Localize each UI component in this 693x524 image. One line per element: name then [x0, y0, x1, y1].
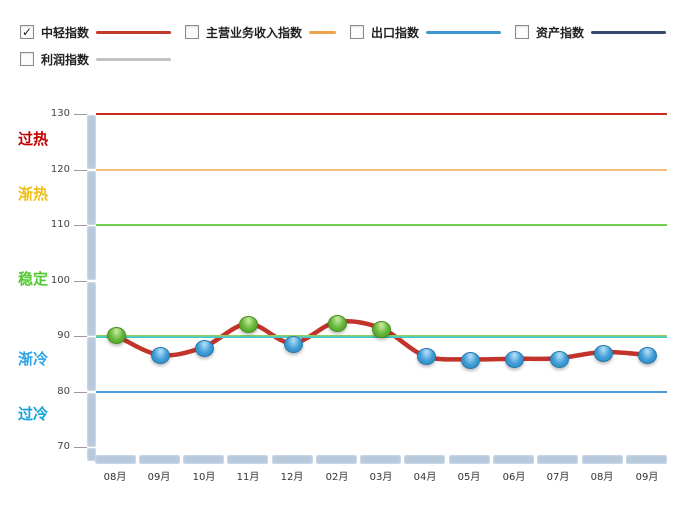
x-axis-bar-segment — [139, 455, 180, 464]
checkbox-unchecked-icon[interactable] — [350, 25, 364, 39]
x-axis-bar-segment — [360, 455, 401, 464]
y-tick-mark — [74, 114, 87, 115]
data-point-marker-10[interactable] — [505, 351, 524, 368]
legend-label: 资产指数 — [536, 25, 585, 40]
zone-label: 过热 — [18, 130, 49, 148]
data-point-marker-13[interactable] — [638, 347, 657, 364]
checkbox-unchecked-icon[interactable] — [20, 52, 34, 66]
x-axis-bar-segment — [227, 455, 268, 464]
x-tick-label-4: 11月 — [236, 472, 260, 483]
data-point-marker-3[interactable] — [195, 340, 214, 357]
gridline-130 — [96, 113, 667, 115]
x-axis-bar-segment — [404, 455, 445, 464]
data-point-marker-11[interactable] — [550, 351, 569, 368]
data-point-marker-8[interactable] — [417, 348, 436, 365]
legend-item-3[interactable]: 出口指数 — [350, 24, 515, 40]
legend-label: 出口指数 — [371, 25, 420, 40]
x-axis-bar-segment — [95, 455, 136, 464]
y-tick-mark — [74, 225, 87, 226]
x-axis-bar-segment — [449, 455, 490, 464]
data-point-marker-5[interactable] — [284, 336, 303, 353]
gridline-80 — [96, 391, 667, 393]
y-tick-mark — [74, 170, 87, 171]
y-tick-label-70: 70 — [57, 441, 70, 452]
legend-item-5[interactable]: 利润指数 — [20, 51, 185, 67]
y-axis-bar-segment — [87, 393, 96, 447]
x-tick-label-11: 07月 — [546, 472, 570, 483]
checkbox-checked-icon[interactable]: ✓ — [20, 25, 34, 39]
legend-label: 利润指数 — [41, 52, 90, 67]
x-tick-label-2: 09月 — [147, 472, 171, 483]
checkbox-unchecked-icon[interactable] — [185, 25, 199, 39]
x-axis-bar-segment — [272, 455, 313, 464]
zone-label: 过冷 — [18, 405, 49, 423]
legend: ✓ 中轻指数 主营业务收入指数 出口指数 资产指数利润指数 — [20, 24, 680, 67]
y-tick-label-100: 100 — [50, 275, 70, 286]
x-tick-label-1: 08月 — [103, 472, 127, 483]
y-axis-bar-segment — [87, 115, 96, 169]
legend-line-swatch — [309, 30, 336, 34]
data-point-marker-6[interactable] — [328, 315, 347, 332]
data-point-marker-7[interactable] — [372, 321, 391, 338]
legend-item-2[interactable]: 主营业务收入指数 — [185, 24, 350, 40]
x-tick-label-6: 02月 — [325, 472, 349, 483]
y-axis-bar-segment — [87, 282, 96, 336]
x-axis-bar-segment — [493, 455, 534, 464]
x-tick-label-7: 03月 — [369, 472, 393, 483]
checkbox-unchecked-icon[interactable] — [515, 25, 529, 39]
zone-label: 稳定 — [18, 270, 49, 288]
y-tick-mark — [74, 392, 87, 393]
y-axis-bar-segment — [87, 226, 96, 280]
legend-label: 主营业务收入指数 — [206, 25, 303, 40]
gridline-110 — [96, 224, 667, 226]
x-axis-bar-segment — [626, 455, 667, 464]
legend-line-swatch — [96, 30, 171, 34]
y-tick-label-130: 130 — [50, 108, 70, 119]
x-tick-label-5: 12月 — [280, 472, 304, 483]
x-tick-label-12: 08月 — [590, 472, 614, 483]
legend-line-swatch — [96, 57, 171, 61]
y-tick-label-110: 110 — [50, 219, 70, 230]
data-point-marker-4[interactable] — [239, 316, 258, 333]
data-point-marker-9[interactable] — [461, 352, 480, 369]
legend-line-swatch — [426, 30, 501, 34]
x-tick-label-8: 04月 — [413, 472, 437, 483]
y-tick-mark — [74, 447, 87, 448]
gridline-120 — [96, 169, 667, 171]
y-axis-bar-segment — [87, 448, 96, 461]
y-axis-bar-segment — [87, 337, 96, 391]
data-point-marker-12[interactable] — [594, 345, 613, 362]
y-tick-mark — [74, 336, 87, 337]
x-axis-bar-segment — [316, 455, 357, 464]
legend-label: 中轻指数 — [41, 25, 90, 40]
zone-label: 渐热 — [18, 185, 49, 203]
zone-label: 渐冷 — [18, 350, 49, 368]
x-axis-bar-segment — [183, 455, 224, 464]
data-point-marker-2[interactable] — [151, 347, 170, 364]
x-axis-bar-segment — [582, 455, 623, 464]
y-tick-label-80: 80 — [57, 386, 70, 397]
x-tick-label-9: 05月 — [457, 472, 481, 483]
y-tick-label-90: 90 — [57, 330, 70, 341]
data-point-marker-1[interactable] — [107, 327, 126, 344]
y-tick-label-120: 120 — [50, 164, 70, 175]
x-tick-label-13: 09月 — [635, 472, 659, 483]
y-axis-bar-segment — [87, 171, 96, 225]
x-axis-bar-segment — [537, 455, 578, 464]
y-tick-mark — [74, 281, 87, 282]
legend-line-swatch — [591, 30, 666, 34]
x-tick-label-10: 06月 — [502, 472, 526, 483]
x-tick-label-3: 10月 — [192, 472, 216, 483]
legend-item-1[interactable]: ✓ 中轻指数 — [20, 24, 185, 40]
legend-item-4[interactable]: 资产指数 — [515, 24, 680, 40]
